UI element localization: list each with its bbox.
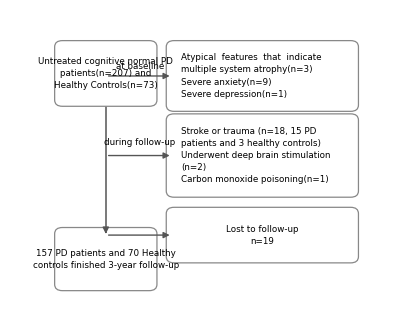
Text: 157 PD patients and 70 Healthy
controls finished 3-year follow-up: 157 PD patients and 70 Healthy controls … [33,249,179,270]
Text: Atypical  features  that  indicate
multiple system atrophy(n=3)
Severe anxiety(n: Atypical features that indicate multiple… [181,53,321,99]
Text: Untreated cognitive normal PD
patients(n=207) and
Healthy Controls(n=73): Untreated cognitive normal PD patients(n… [38,57,173,90]
FancyBboxPatch shape [166,207,358,263]
FancyBboxPatch shape [166,41,358,111]
FancyBboxPatch shape [55,41,157,106]
FancyBboxPatch shape [55,228,157,291]
FancyBboxPatch shape [166,114,358,197]
Text: Lost to follow-up
n=19: Lost to follow-up n=19 [226,225,298,246]
Text: at baseline: at baseline [116,62,164,71]
Text: during follow-up: during follow-up [104,138,176,147]
Text: Stroke or trauma (n=18, 15 PD
patients and 3 healthy controls)
Underwent deep br: Stroke or trauma (n=18, 15 PD patients a… [181,127,330,184]
